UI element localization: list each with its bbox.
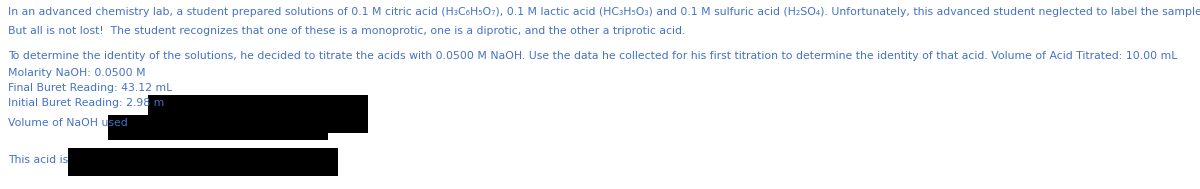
Text: But all is not lost!  The student recognizes that one of these is a monoprotic, : But all is not lost! The student recogni… — [8, 26, 685, 36]
Bar — [108, 115, 328, 140]
Text: Volume of NaOH used: Volume of NaOH used — [8, 118, 127, 128]
Text: This acid is: This acid is — [8, 155, 68, 165]
Text: Final Buret Reading: 43.12 mL: Final Buret Reading: 43.12 mL — [8, 83, 173, 93]
Bar — [148, 95, 368, 133]
Text: Initial Buret Reading: 2.98 m: Initial Buret Reading: 2.98 m — [8, 98, 164, 108]
Bar — [68, 148, 338, 176]
Text: To determine the identity of the solutions, he decided to titrate the acids with: To determine the identity of the solutio… — [8, 51, 1177, 61]
Text: In an advanced chemistry lab, a student prepared solutions of 0.1 M citric acid : In an advanced chemistry lab, a student … — [8, 7, 1200, 17]
Text: Molarity NaOH: 0.0500 M: Molarity NaOH: 0.0500 M — [8, 68, 145, 78]
